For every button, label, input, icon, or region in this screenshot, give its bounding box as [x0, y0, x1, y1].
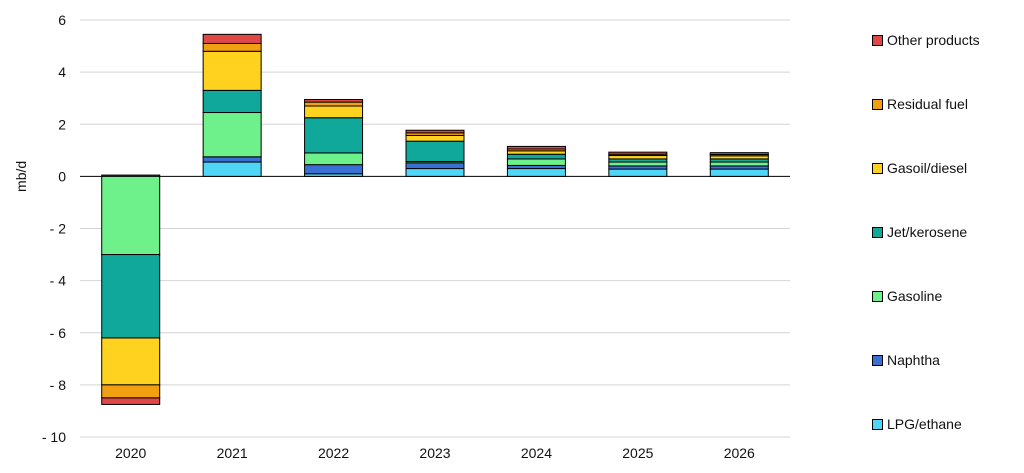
- legend-label: Gasoil/diesel: [887, 160, 968, 176]
- y-tick-label: - 2: [50, 221, 67, 237]
- bar-segment: [506, 150, 566, 155]
- legend-swatch: [872, 98, 883, 110]
- bar-segment: [405, 168, 465, 177]
- legend-label: Gasoline: [887, 288, 943, 304]
- legend-label: Residual fuel: [887, 96, 968, 112]
- bar-segment: [506, 153, 566, 160]
- y-tick-label: 4: [58, 64, 66, 80]
- bar-segment: [304, 101, 364, 107]
- bar-segment: [202, 161, 262, 177]
- legend-label: Other products: [887, 32, 980, 48]
- bar-segment: [304, 98, 364, 103]
- bar-segment: [304, 105, 364, 119]
- y-tick-label: - 8: [50, 377, 67, 393]
- y-tick-label: - 6: [50, 325, 67, 341]
- bar-segment: [608, 155, 668, 160]
- bar-segment: [202, 156, 262, 163]
- legend-label: Jet/kerosene: [887, 224, 968, 240]
- legend-item: Gasoline: [872, 286, 942, 306]
- legend-item: Jet/kerosene: [872, 222, 967, 242]
- y-tick-label: - 10: [42, 429, 66, 445]
- legend-swatch: [872, 354, 883, 366]
- bar-segment: [202, 50, 262, 91]
- bar-segment: [506, 158, 566, 166]
- bar-segment: [304, 152, 364, 166]
- bar-segment: [405, 140, 465, 163]
- bar-segment: [202, 42, 262, 52]
- x-tick-label: 2025: [622, 445, 653, 461]
- bar-segment: [101, 254, 161, 339]
- bar-segment: [405, 162, 465, 170]
- bar-segment: [608, 161, 668, 167]
- bar-segment: [506, 145, 566, 150]
- bar-segment: [506, 168, 566, 177]
- bar-segment: [608, 151, 668, 155]
- legend-label: LPG/ethane: [887, 416, 962, 432]
- bar-segment: [709, 168, 769, 177]
- y-axis-label: mb/d: [13, 161, 29, 192]
- legend-swatch: [872, 34, 883, 46]
- bar-segment: [101, 337, 161, 386]
- bar-segment: [709, 152, 769, 155]
- legend-swatch: [872, 418, 883, 430]
- x-tick-label: 2021: [217, 445, 248, 461]
- bar-segment: [608, 168, 668, 177]
- y-tick-label: 2: [58, 116, 66, 132]
- bar-segment: [202, 112, 262, 158]
- bar-segment: [304, 117, 364, 154]
- legend-item: LPG/ethane: [872, 414, 962, 434]
- legend-item: Other products: [872, 30, 980, 50]
- x-tick-label: 2026: [724, 445, 755, 461]
- legend-label: Naphtha: [887, 352, 940, 368]
- y-tick-label: 6: [58, 12, 66, 28]
- x-tick-label: 2022: [318, 445, 349, 461]
- bar-segment: [101, 384, 161, 399]
- x-tick-label: 2023: [419, 445, 450, 461]
- y-tick-label: 0: [58, 168, 66, 184]
- legend-item: Gasoil/diesel: [872, 158, 967, 178]
- y-tick-label: - 4: [50, 273, 67, 289]
- legend-item: Naphtha: [872, 350, 940, 370]
- legend-swatch: [872, 226, 883, 238]
- bar-segment: [101, 397, 161, 405]
- bar-segment: [709, 161, 769, 167]
- bar-segment: [304, 164, 364, 175]
- bar-segment: [405, 134, 465, 142]
- bar-segment: [202, 89, 262, 114]
- legend-swatch: [872, 162, 883, 174]
- legend-item: Residual fuel: [872, 94, 968, 114]
- x-tick-label: 2024: [521, 445, 552, 461]
- bar-segment: [202, 33, 262, 44]
- bar-segment: [405, 129, 465, 134]
- bar-segment: [101, 175, 161, 256]
- x-tick-label: 2020: [115, 445, 146, 461]
- legend-swatch: [872, 290, 883, 302]
